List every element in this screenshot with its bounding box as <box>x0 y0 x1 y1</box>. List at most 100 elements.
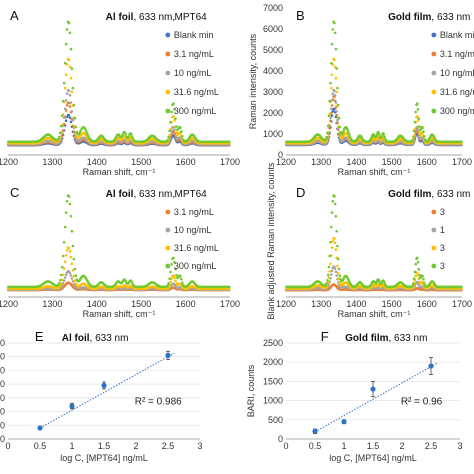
data-point <box>416 260 420 264</box>
data-point <box>69 274 73 277</box>
data-point <box>63 225 67 229</box>
data-point <box>227 140 231 144</box>
data-point <box>333 237 336 240</box>
legend-entry: 300 ng/mL <box>440 106 474 116</box>
data-point <box>330 273 333 276</box>
legend-entry: Blank min <box>174 30 214 40</box>
data-point <box>416 128 420 131</box>
data-point <box>61 129 65 132</box>
data-point <box>328 99 332 103</box>
data-point <box>121 133 124 136</box>
data-point <box>72 257 76 261</box>
data-point <box>421 126 424 129</box>
x-tick-label: 0 <box>5 441 10 451</box>
series-3 <box>285 194 463 289</box>
data-point <box>336 244 339 248</box>
legend-entry: 31.6 ng/mL <box>174 87 219 97</box>
data-point <box>181 281 184 285</box>
data-point <box>382 133 386 136</box>
data-point <box>338 274 342 278</box>
x-tick-label: 1500 <box>131 157 151 167</box>
data-point <box>330 107 333 111</box>
legend-marker <box>165 108 171 114</box>
data-point <box>336 103 340 107</box>
data-point <box>330 111 333 115</box>
data-point <box>335 274 339 277</box>
data-point <box>336 128 340 132</box>
data-point <box>413 120 417 124</box>
x-tick-label: 2 <box>133 441 138 451</box>
y-tick-label: 0 <box>278 150 283 160</box>
x-tick-label: 1700 <box>220 157 240 167</box>
x-axis-label: log C, [MPT64] ng/mL <box>60 453 148 463</box>
data-point <box>330 61 333 65</box>
x-tick-label: 1600 <box>417 299 437 309</box>
data-point <box>127 135 130 138</box>
data-point <box>172 125 175 129</box>
data-point <box>130 280 133 283</box>
data-point <box>415 102 419 105</box>
data-point <box>123 130 126 134</box>
data-point <box>335 67 339 70</box>
data-point <box>334 215 338 218</box>
data-point <box>74 274 78 278</box>
data-point <box>73 116 77 120</box>
data-point <box>382 280 386 283</box>
r-squared: R² = 0.986 <box>135 396 182 407</box>
data-point <box>375 133 379 136</box>
y-tick-label: 4000 <box>263 66 283 76</box>
data-point <box>338 125 342 129</box>
data-point <box>329 119 332 123</box>
data-point <box>124 133 127 136</box>
legend-entry: 300 ng/mL <box>174 106 217 116</box>
data-point <box>347 133 351 136</box>
data-point <box>418 274 421 277</box>
legend-marker <box>165 209 171 215</box>
data-point <box>333 89 336 93</box>
data-point <box>71 269 75 272</box>
data-point <box>341 419 347 425</box>
legend-entry: 3 <box>440 243 445 253</box>
legend-marker <box>165 89 171 95</box>
y-tick-label: 6000 <box>263 24 283 34</box>
y-tick-label: 5000 <box>263 45 283 55</box>
data-point <box>65 28 69 31</box>
data-point <box>62 116 66 120</box>
legend-marker <box>431 70 437 76</box>
x-tick-label: 1500 <box>382 157 402 167</box>
legend: Blank mi 3.1 ng/mL 10 ng/mL 31.6 ng/mL 300 n… <box>431 30 474 116</box>
data-point <box>70 262 74 266</box>
data-point <box>329 240 332 244</box>
data-point <box>170 262 173 266</box>
data-point <box>67 89 71 93</box>
data-point <box>165 352 171 358</box>
data-point <box>37 425 43 431</box>
data-point <box>328 270 332 273</box>
data-point <box>380 135 383 138</box>
data-point <box>415 271 419 274</box>
legend-marker <box>165 70 171 76</box>
data-point <box>58 279 62 282</box>
data-point <box>68 271 72 275</box>
data-point <box>334 248 338 251</box>
data-point <box>172 256 175 260</box>
panel-title: Gold film, 633 nm <box>388 189 470 200</box>
data-point <box>61 282 65 285</box>
data-point <box>62 81 66 85</box>
x-tick-label: 3 <box>197 441 202 451</box>
data-point <box>412 135 415 139</box>
data-point <box>57 282 61 285</box>
data-point <box>172 115 175 118</box>
r-squared: R² = 0.96 <box>401 396 443 407</box>
data-point <box>61 273 65 277</box>
data-point <box>312 428 318 434</box>
data-point <box>374 135 378 138</box>
data-point <box>330 99 334 102</box>
panel-title: Gold film, 633 nm <box>345 333 427 344</box>
data-point <box>166 138 169 142</box>
y-axis-label: Blank adjusted Raman intensity, counts <box>266 162 276 319</box>
data-point <box>334 76 338 80</box>
data-point <box>63 86 67 90</box>
data-point <box>59 273 63 277</box>
data-point <box>120 135 124 138</box>
